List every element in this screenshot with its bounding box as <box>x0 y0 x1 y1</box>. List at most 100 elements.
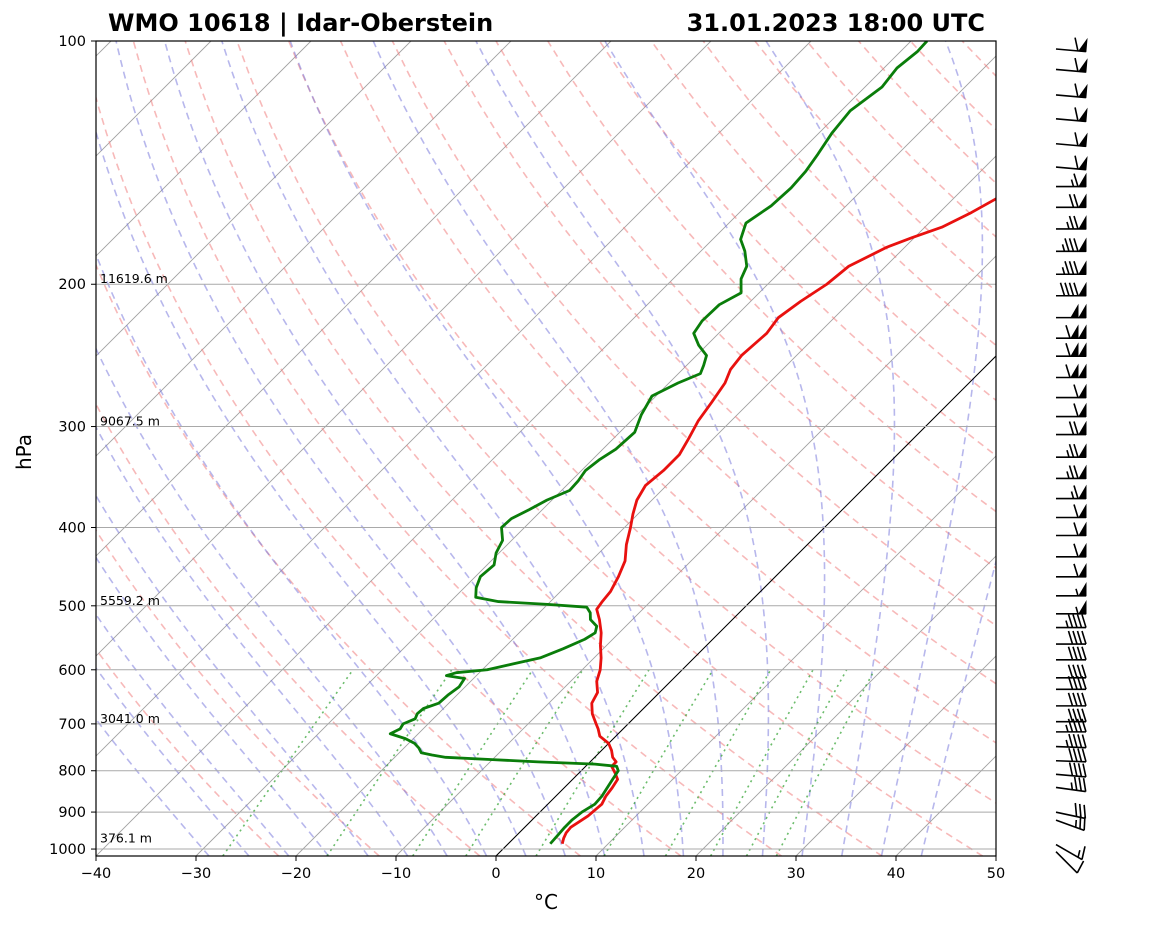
barb-half <box>1065 620 1069 628</box>
mixing-ratio-line <box>775 669 876 856</box>
barb-full <box>1083 804 1087 819</box>
barb-flag <box>1078 562 1087 578</box>
barb-full <box>1073 215 1079 230</box>
wind-barb <box>1055 107 1088 123</box>
dry-adiabat-line <box>961 41 996 78</box>
wind-barb <box>1055 843 1086 861</box>
height-label: 5559.2 m <box>100 593 160 608</box>
y-tick-label: 600 <box>58 663 86 679</box>
barb-full <box>1081 646 1087 661</box>
barb-half <box>1070 179 1075 187</box>
barb-full <box>1077 734 1083 748</box>
mixing-ratio-line <box>412 669 534 856</box>
barb-full <box>1073 563 1079 578</box>
x-tick-label: −20 <box>281 866 312 882</box>
barb-half <box>1065 724 1069 733</box>
barb-full <box>1059 282 1066 296</box>
wind-barb <box>1056 542 1087 558</box>
wind-barb <box>1056 237 1087 253</box>
barb-full <box>1072 708 1078 722</box>
barb-full <box>1072 692 1078 707</box>
barb-flag <box>1078 464 1087 479</box>
barb-full <box>1068 238 1075 252</box>
barb-full <box>1064 238 1070 252</box>
wind-barb <box>1055 802 1087 820</box>
mixing-ratio-line <box>222 669 354 856</box>
height-label: 376.1 m <box>100 831 152 846</box>
barb-half <box>1065 739 1069 748</box>
wind-barb <box>1055 83 1088 99</box>
dry-adiabat-line <box>443 41 996 627</box>
mixing-ratio-line <box>326 669 453 856</box>
barb-flag <box>1077 83 1088 99</box>
barb-full <box>1076 692 1083 707</box>
wind-barb <box>1056 215 1087 230</box>
moist-adiabat-line <box>372 41 724 856</box>
barb-flag <box>1077 107 1088 122</box>
barb-flag <box>1078 342 1087 357</box>
moist-adiabat-line <box>880 41 984 856</box>
y-tick-label: 100 <box>58 34 86 50</box>
isotherm-line <box>96 41 812 757</box>
wind-barb <box>1056 420 1087 436</box>
dry-adiabat-line <box>96 528 380 856</box>
height-label: 11619.6 m <box>100 271 168 286</box>
barb-full <box>1074 57 1079 72</box>
wind-barb <box>1056 646 1087 661</box>
wind-barb <box>1056 402 1087 418</box>
barb-full <box>1074 37 1079 52</box>
barb-flag <box>1078 172 1087 188</box>
moist-adiabat-line <box>96 346 448 856</box>
chart-title-right: 31.01.2023 18:00 UTC <box>687 9 985 37</box>
barb-half <box>1070 782 1074 790</box>
barb-full <box>1073 522 1079 536</box>
wind-barb <box>1056 664 1087 679</box>
wind-barb <box>1055 851 1085 874</box>
barb-full <box>1068 733 1074 748</box>
barb-flag <box>1078 383 1087 399</box>
barb-full <box>1077 748 1083 762</box>
wind-barb <box>1056 521 1087 537</box>
isotherm-line <box>1096 41 1160 856</box>
barb-full <box>1068 215 1075 230</box>
wind-barb <box>1056 581 1087 597</box>
height-labels: 376.1 m 3041.0 m 5559.2 m 9067.5 m 11619.6 m <box>100 271 168 845</box>
barb-full <box>1074 802 1078 817</box>
barb-flag <box>1078 503 1087 518</box>
wind-barb <box>1055 37 1088 53</box>
barb-flag <box>1078 237 1087 252</box>
barb-full <box>1072 748 1078 762</box>
wind-barb <box>1056 464 1087 480</box>
barb-full <box>1068 421 1075 435</box>
barb-flag <box>1070 342 1079 357</box>
wind-barb <box>1056 443 1087 458</box>
wind-barb <box>1055 747 1087 763</box>
y-axis-ticks: 100 200 300 400 500 600 700 800 900 1000 <box>49 34 96 858</box>
isotherm-line <box>395 255 996 856</box>
isotherm-line <box>96 41 312 257</box>
barb-half <box>1066 449 1070 458</box>
barb-flag <box>1078 260 1087 275</box>
barb-full <box>1068 443 1075 458</box>
wind-barb <box>1056 692 1087 707</box>
isotherm-line <box>695 555 996 856</box>
wind-barb <box>1056 363 1087 379</box>
moist-adiabat-line <box>96 425 409 856</box>
dry-adiabat-line <box>391 41 996 685</box>
isotherm-line <box>96 41 612 557</box>
barb-flag <box>1078 281 1087 297</box>
plot-frame <box>95 40 997 857</box>
barb-full <box>1072 646 1078 661</box>
barb-half <box>1066 471 1070 479</box>
barb-flag <box>1078 542 1087 558</box>
barb-flag <box>1078 402 1087 418</box>
dry-adiabat-line <box>1014 41 1160 856</box>
barb-full <box>1078 777 1083 792</box>
barb-flag <box>1078 420 1087 436</box>
wind-barb <box>1056 193 1087 209</box>
x-axis-ticks: −40 −30 −20 −10 0 10 20 30 40 50 <box>81 856 1005 882</box>
isotherm-line <box>495 355 996 856</box>
barb-half <box>1077 850 1081 858</box>
moist-adiabat-line <box>920 558 996 856</box>
y-tick-label: 400 <box>58 520 86 536</box>
